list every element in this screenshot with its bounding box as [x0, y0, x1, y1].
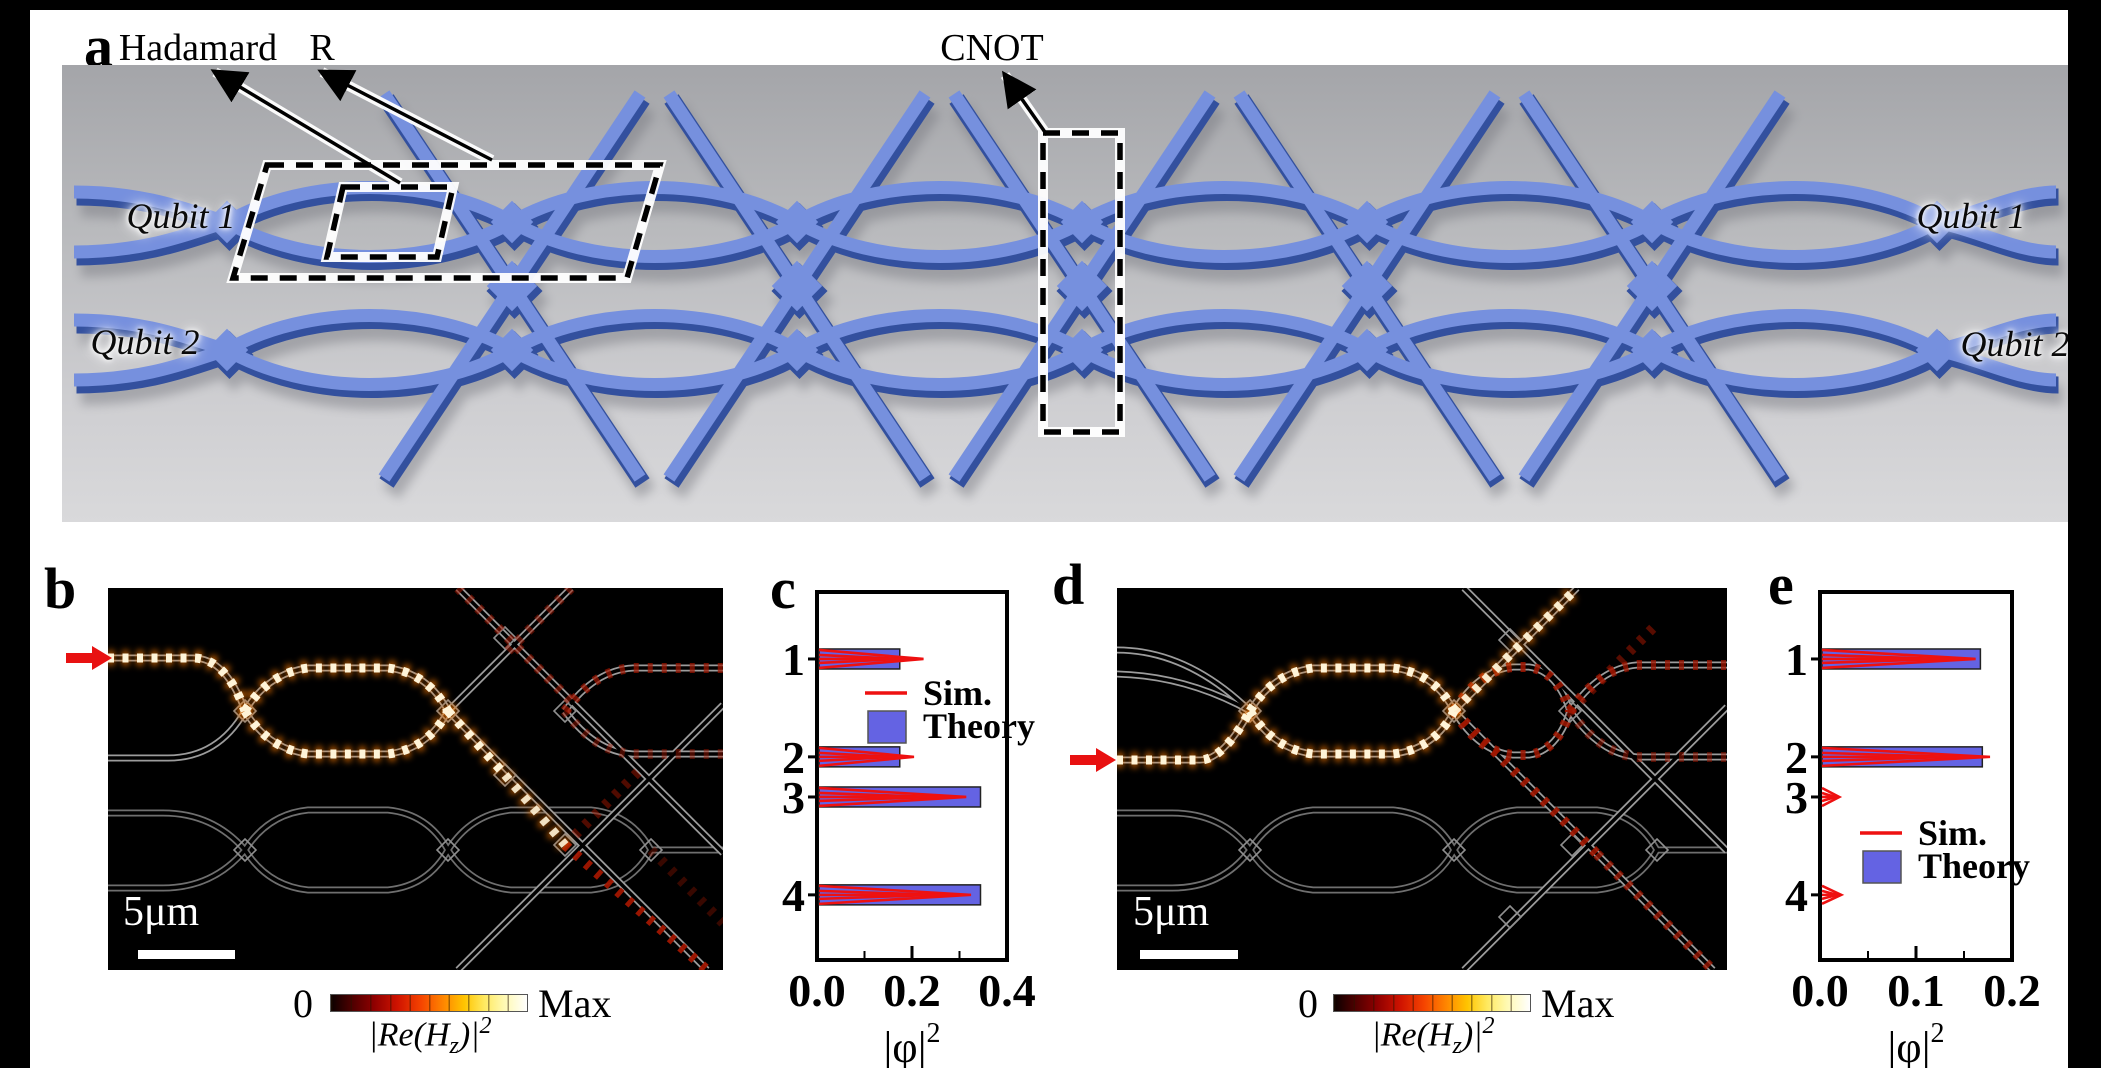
sim-profile — [1821, 786, 1843, 808]
sim-profile — [818, 786, 967, 808]
qubit2-label-right: Qubit 2 — [1960, 324, 2068, 364]
x-tick-label: 0.0 — [788, 965, 846, 1016]
cnot-gate-label: CNOT — [940, 27, 1044, 69]
colorbar-label-d: |Re(Hz)|2 — [1371, 1013, 1494, 1060]
colorbar-max-b: Max — [538, 981, 612, 1026]
sim-profile — [818, 884, 972, 906]
field-simulation-d — [1117, 588, 1727, 970]
qubit1-label-left: Qubit 1 — [126, 196, 236, 236]
x-tick-label: 0.2 — [883, 965, 941, 1016]
field-label-sub: z — [449, 1033, 459, 1060]
scalebar-line-b — [138, 950, 235, 959]
y-category-label: 4 — [1785, 870, 1808, 921]
input-arrow-d — [1070, 748, 1116, 772]
waveguide-outline-dark — [1117, 806, 1727, 894]
r-gate-label: R — [309, 27, 335, 69]
field-simulation-b — [108, 588, 723, 970]
waveguide-outline-core — [108, 588, 723, 970]
y-category-label: 1 — [782, 634, 805, 685]
legend-theory-label: Theory — [1918, 846, 2030, 886]
field-label-sup: 2 — [1482, 1013, 1495, 1039]
panel-d-letter: d — [1052, 552, 1085, 617]
sim-profile — [818, 746, 915, 768]
x-axis-label: |φ|2 — [883, 1018, 940, 1068]
dim-red-field — [454, 588, 723, 970]
sim-profile — [818, 648, 924, 670]
x-tick-label: 0.4 — [978, 965, 1036, 1016]
colorbar-min-b: 0 — [293, 981, 313, 1026]
dim-red-field — [1449, 620, 1727, 970]
sim-profile — [1821, 648, 1976, 670]
plot-border — [1818, 590, 2014, 962]
panel-b-letter: b — [44, 556, 77, 621]
legend-sim-label: Sim. — [1918, 813, 1987, 853]
x-tick-label: 0.0 — [1791, 965, 1849, 1016]
figure-canvas: a Hadamard R CNOT Qubit 1 Qubit 2 Qubit … — [30, 10, 2068, 1068]
scalebar-line-d — [1140, 950, 1238, 959]
legend-theory-swatch — [1862, 850, 1902, 884]
y-category-label: 3 — [782, 772, 805, 823]
y-category-label: 2 — [782, 732, 805, 783]
field-label-sup: 2 — [479, 1013, 492, 1039]
field-label-pre: |Re(H — [1371, 1016, 1453, 1054]
colorbar-min-d: 0 — [1298, 981, 1318, 1026]
field-label-pre: |Re(H — [368, 1016, 450, 1054]
qubit1-label-right: Qubit 1 — [1916, 196, 2026, 236]
colorbar-max-d: Max — [1541, 981, 1615, 1026]
field-label-mid: )| — [458, 1016, 480, 1054]
qubit2-label-left: Qubit 2 — [90, 322, 200, 362]
sim-profile — [1821, 884, 1845, 906]
panel-c-letter: c — [770, 556, 796, 621]
legend-sim-label: Sim. — [923, 673, 992, 713]
sim-profile — [1821, 746, 1991, 768]
colorbar-label-b: |Re(Hz)|2 — [368, 1013, 491, 1060]
hot-field-glow — [1117, 588, 1583, 768]
x-axis-label: |φ|2 — [1887, 1018, 1944, 1068]
y-category-label: 1 — [1785, 634, 1808, 685]
bar-chart-c: 1 23 4 0.0 0.2 0.4 |φ|2 Sim.Theory — [782, 590, 1036, 1068]
bar-chart-e: 1 23 4 0.0 0.1 0.2 |φ|2 Sim.Theory — [1785, 590, 2041, 1068]
x-tick-label: 0.2 — [1983, 965, 2041, 1016]
y-category-label: 2 — [1785, 732, 1808, 783]
x-tick-label: 0.1 — [1887, 965, 1945, 1016]
scalebar-label-b: 5μm — [123, 889, 200, 935]
legend-theory-swatch — [867, 710, 907, 744]
coupler-nodes — [232, 625, 664, 863]
circuit-3d-render — [62, 65, 2068, 522]
hot-field-core — [108, 653, 569, 848]
input-arrow-b — [66, 646, 112, 670]
colorbar-gradient-d — [1333, 994, 1531, 1012]
y-category-label: 4 — [782, 870, 805, 921]
scalebar-label-d: 5μm — [1133, 889, 1210, 935]
panel-e-letter: e — [1768, 552, 1794, 617]
hot-field-core — [1117, 588, 1581, 765]
field-label-sub: z — [1452, 1033, 1462, 1060]
y-category-label: 3 — [1785, 772, 1808, 823]
field-label-mid: )| — [1461, 1016, 1483, 1054]
legend-theory-label: Theory — [923, 706, 1035, 746]
photonic-circuit-drawing — [73, 90, 2064, 499]
hadamard-gate-label: Hadamard — [118, 27, 278, 69]
waveguide-outline-dark — [108, 806, 723, 894]
colorbar-gradient-b — [330, 994, 528, 1012]
waveguide-outline — [108, 588, 723, 970]
waveguide-outline-core — [1117, 588, 1727, 970]
